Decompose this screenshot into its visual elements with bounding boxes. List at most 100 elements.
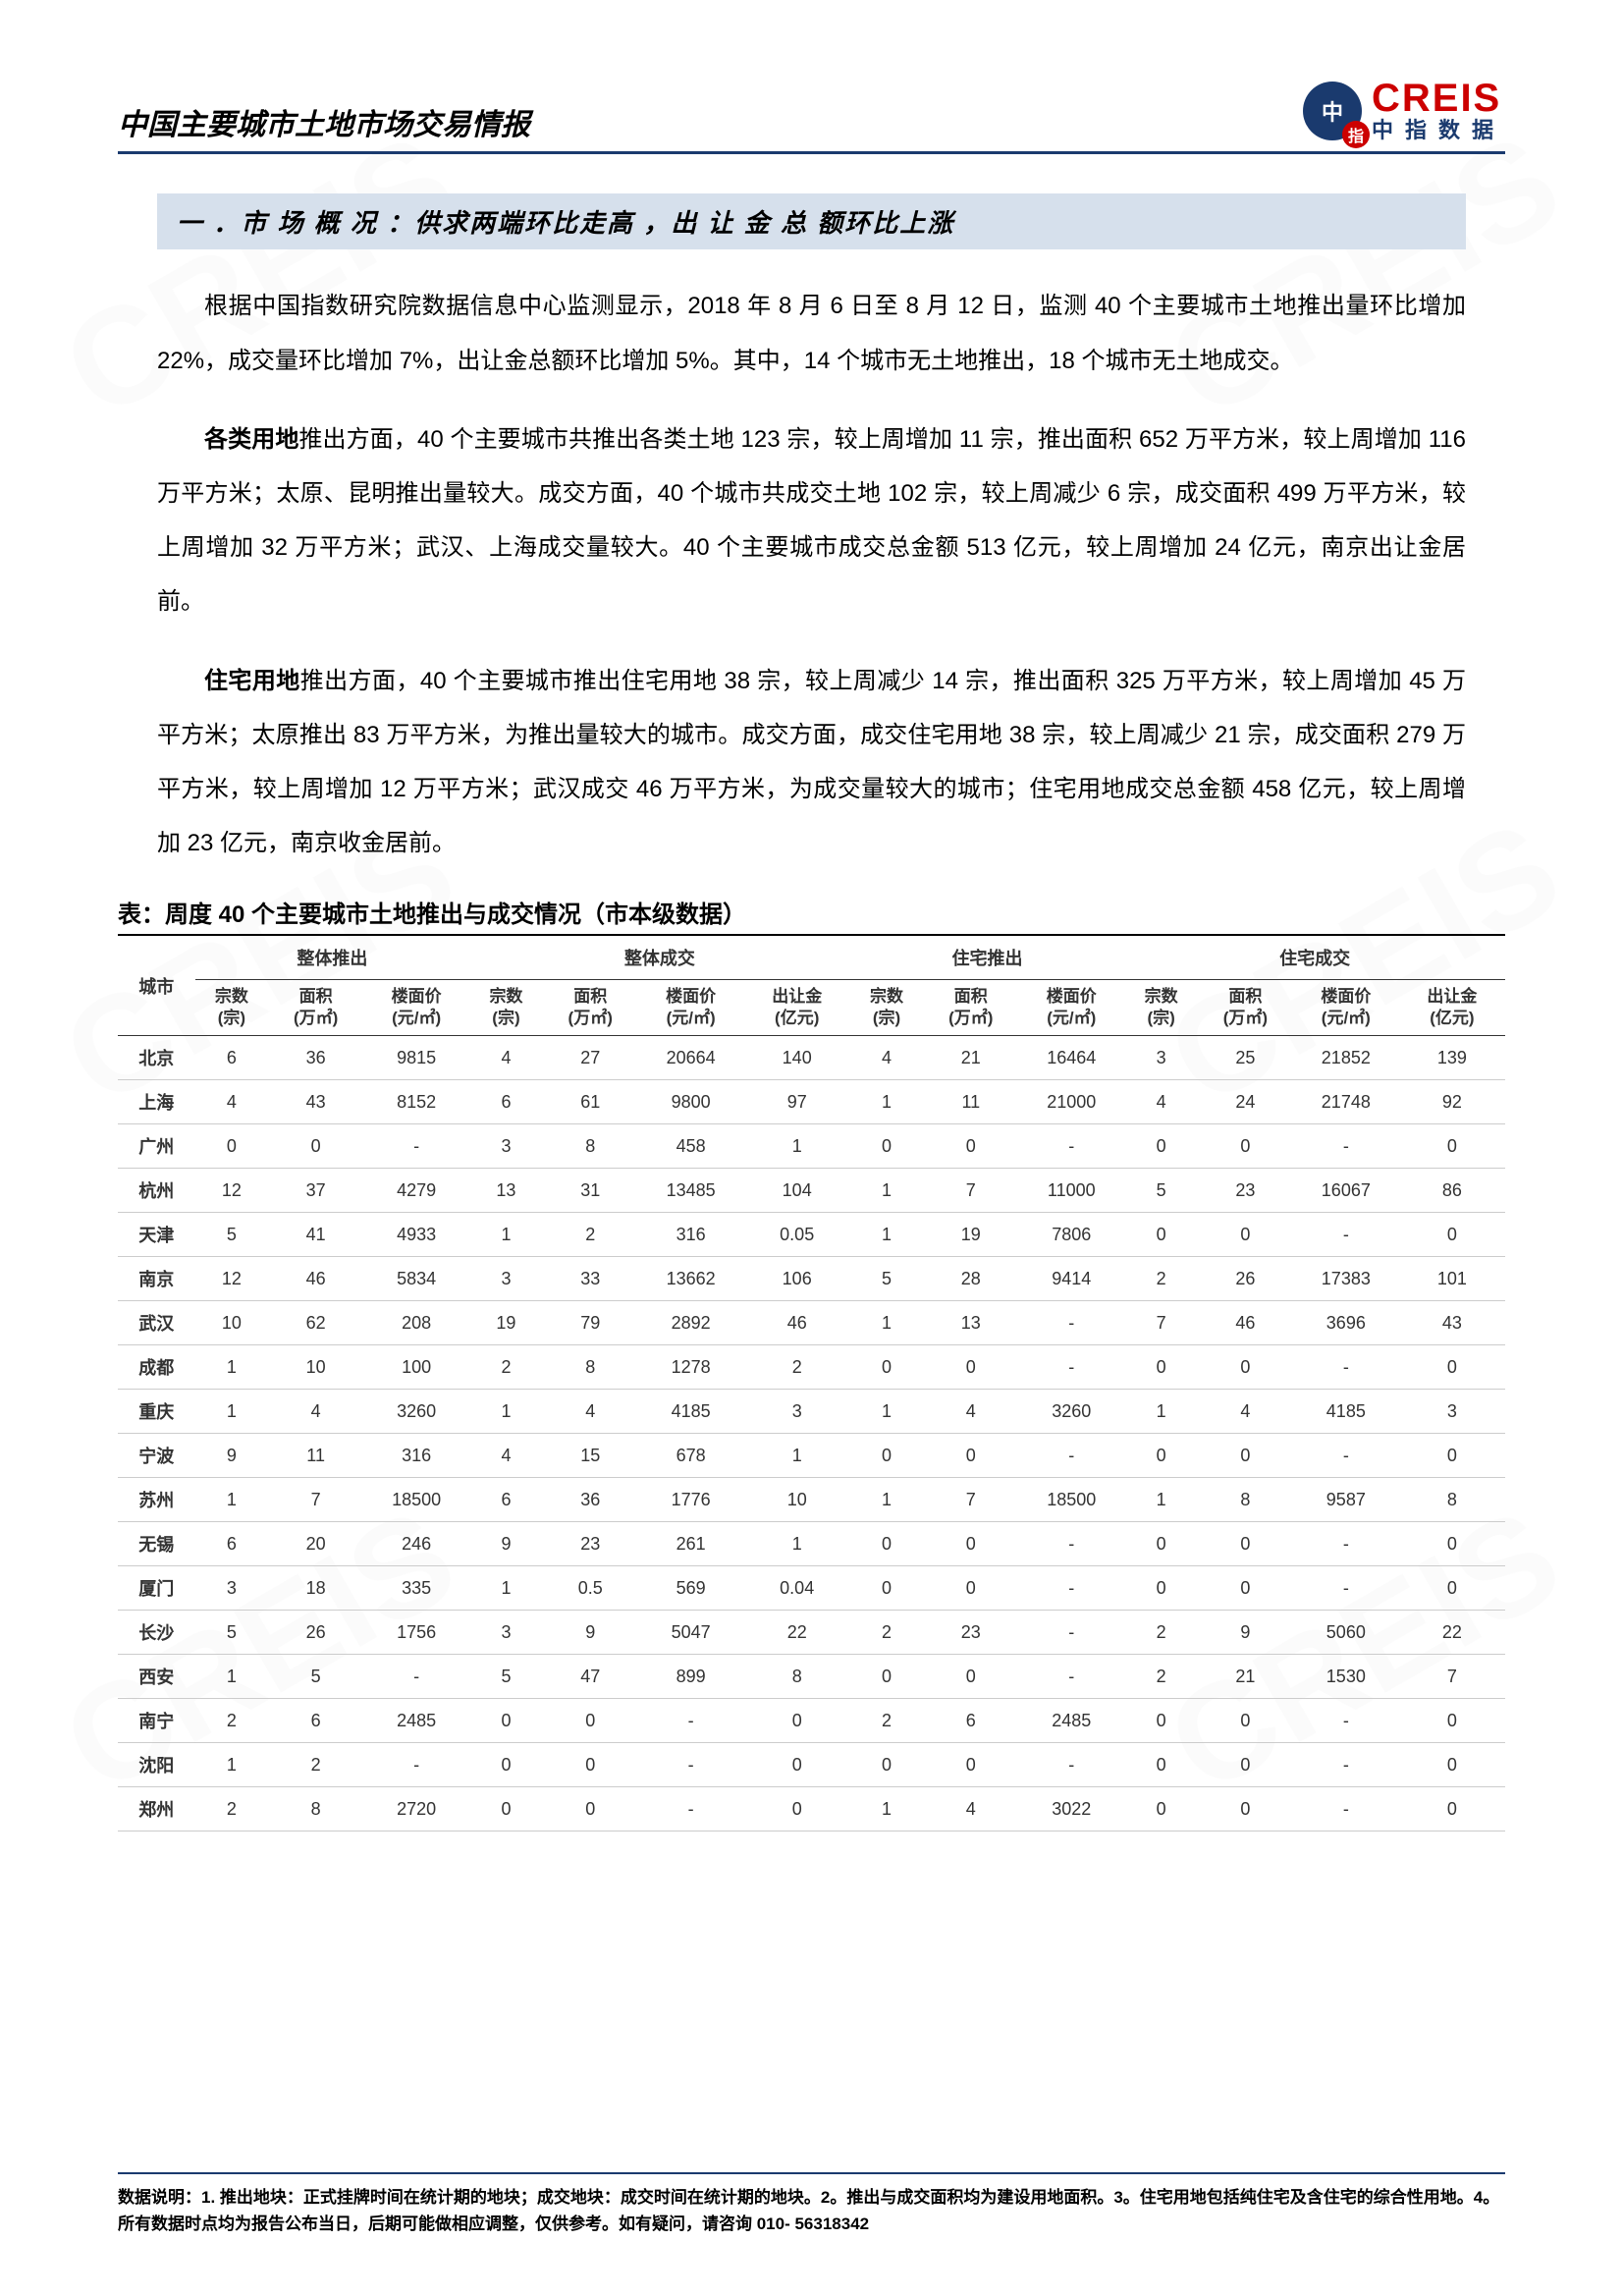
table-cell: 4 — [543, 1390, 638, 1434]
table-cell: 0 — [1399, 1787, 1505, 1831]
table-cell: 61 — [543, 1080, 638, 1124]
table-cell: 2 — [195, 1787, 269, 1831]
table-cell: 0 — [469, 1787, 543, 1831]
table-row: 广州00-38458100-00-0 — [118, 1124, 1505, 1169]
table-cell: 9 — [1198, 1611, 1293, 1655]
table-cell: 139 — [1399, 1036, 1505, 1080]
table-cell: 4 — [1198, 1390, 1293, 1434]
table-cell: 101 — [1399, 1257, 1505, 1301]
table-cell: 3 — [195, 1566, 269, 1611]
table-cell: 1 — [195, 1655, 269, 1699]
table-cell: 5 — [195, 1213, 269, 1257]
table-cell: 19 — [923, 1213, 1018, 1257]
table-cell: 13485 — [638, 1169, 744, 1213]
data-table: 城市 整体推出 整体成交 住宅推出 住宅成交 宗数(宗) 面积(万㎡) 楼面价(… — [118, 934, 1505, 1831]
table-cell: 4 — [1124, 1080, 1198, 1124]
table-cell: 43 — [1399, 1301, 1505, 1345]
table-cell: 0 — [1198, 1434, 1293, 1478]
table-cell: 1 — [469, 1566, 543, 1611]
table-cell: 1 — [744, 1434, 850, 1478]
table-cell: 23 — [543, 1522, 638, 1566]
table-cell: 21000 — [1018, 1080, 1124, 1124]
table-cell: - — [1293, 1434, 1399, 1478]
table-cell: - — [1293, 1213, 1399, 1257]
table-cell: 3 — [469, 1611, 543, 1655]
table-cell: 6 — [195, 1522, 269, 1566]
table-cell: 8 — [543, 1345, 638, 1390]
table-cell: 0 — [469, 1743, 543, 1787]
table-cell: 9587 — [1293, 1478, 1399, 1522]
table-cell: 0 — [1198, 1345, 1293, 1390]
header-title: 中国主要城市土地市场交易情报 — [118, 100, 530, 143]
table-cell: 8 — [1399, 1478, 1505, 1522]
table-cell: 19 — [469, 1301, 543, 1345]
table-cell: 1 — [850, 1478, 924, 1522]
table-cell: 9800 — [638, 1080, 744, 1124]
table-cell: 36 — [268, 1036, 363, 1080]
table-cell: - — [1293, 1345, 1399, 1390]
footer-note: 数据说明：1. 推出地块：正式挂牌时间在统计期的地块；成交地块：成交时间在统计期… — [118, 2172, 1505, 2237]
table-cell: 0 — [923, 1124, 1018, 1169]
table-cell: 0 — [1399, 1566, 1505, 1611]
table-cell: 0 — [1198, 1522, 1293, 1566]
table-cell: 5060 — [1293, 1611, 1399, 1655]
group-header: 住宅推出 — [850, 935, 1125, 980]
table-cell: 1 — [850, 1390, 924, 1434]
table-cell: 0.5 — [543, 1566, 638, 1611]
table-caption: 表：周度 40 个主要城市土地推出与成交情况（市本级数据） — [118, 895, 1505, 929]
table-cell: 0 — [850, 1522, 924, 1566]
table-cell: 3 — [469, 1257, 543, 1301]
table-cell: 6 — [469, 1478, 543, 1522]
logo-text-main: CREIS — [1372, 79, 1505, 118]
table-cell: 26 — [268, 1611, 363, 1655]
table-cell: - — [1018, 1522, 1124, 1566]
table-cell: 0 — [1124, 1522, 1198, 1566]
table-cell: 3260 — [363, 1390, 469, 1434]
table-cell: 11 — [923, 1080, 1018, 1124]
table-cell: 2892 — [638, 1301, 744, 1345]
table-cell: 9414 — [1018, 1257, 1124, 1301]
table-cell: - — [1018, 1345, 1124, 1390]
table-cell: 4185 — [638, 1390, 744, 1434]
table-cell: 1 — [195, 1743, 269, 1787]
table-cell: 2485 — [363, 1699, 469, 1743]
table-cell: 0 — [1399, 1522, 1505, 1566]
table-cell: 0 — [744, 1699, 850, 1743]
table-cell: 厦门 — [118, 1566, 195, 1611]
sub-header: 面积(万㎡) — [543, 980, 638, 1036]
table-cell: 86 — [1399, 1169, 1505, 1213]
table-cell: - — [363, 1124, 469, 1169]
table-cell: 3696 — [1293, 1301, 1399, 1345]
table-cell: 1 — [1124, 1390, 1198, 1434]
table-row: 无锡620246923261100-00-0 — [118, 1522, 1505, 1566]
table-cell: - — [1018, 1124, 1124, 1169]
table-cell: 104 — [744, 1169, 850, 1213]
table-row: 上海4438152661980097111210004242174892 — [118, 1080, 1505, 1124]
table-cell: 1 — [744, 1522, 850, 1566]
table-cell: 南宁 — [118, 1699, 195, 1743]
table-cell: 31 — [543, 1169, 638, 1213]
table-cell: 0 — [1399, 1124, 1505, 1169]
table-cell: 0 — [1198, 1699, 1293, 1743]
table-cell: 0.04 — [744, 1566, 850, 1611]
table-cell: 33 — [543, 1257, 638, 1301]
table-cell: 上海 — [118, 1080, 195, 1124]
table-cell: 2 — [268, 1743, 363, 1787]
sub-header: 楼面价(元/㎡) — [638, 980, 744, 1036]
table-cell: - — [1018, 1743, 1124, 1787]
sub-header: 宗数(宗) — [850, 980, 924, 1036]
logo-icon: 中 — [1303, 82, 1362, 140]
table-cell: - — [1018, 1434, 1124, 1478]
table-cell: 重庆 — [118, 1390, 195, 1434]
table-cell: 0 — [850, 1743, 924, 1787]
table-cell: - — [1018, 1655, 1124, 1699]
table-cell: 2 — [195, 1699, 269, 1743]
table-cell: 0 — [469, 1699, 543, 1743]
table-cell: 11000 — [1018, 1169, 1124, 1213]
table-cell: - — [1293, 1787, 1399, 1831]
table-row: 郑州28272000-014302200-0 — [118, 1787, 1505, 1831]
table-cell: 0 — [1124, 1743, 1198, 1787]
table-cell: 6 — [195, 1036, 269, 1080]
table-cell: 0.05 — [744, 1213, 850, 1257]
table-cell: 13662 — [638, 1257, 744, 1301]
